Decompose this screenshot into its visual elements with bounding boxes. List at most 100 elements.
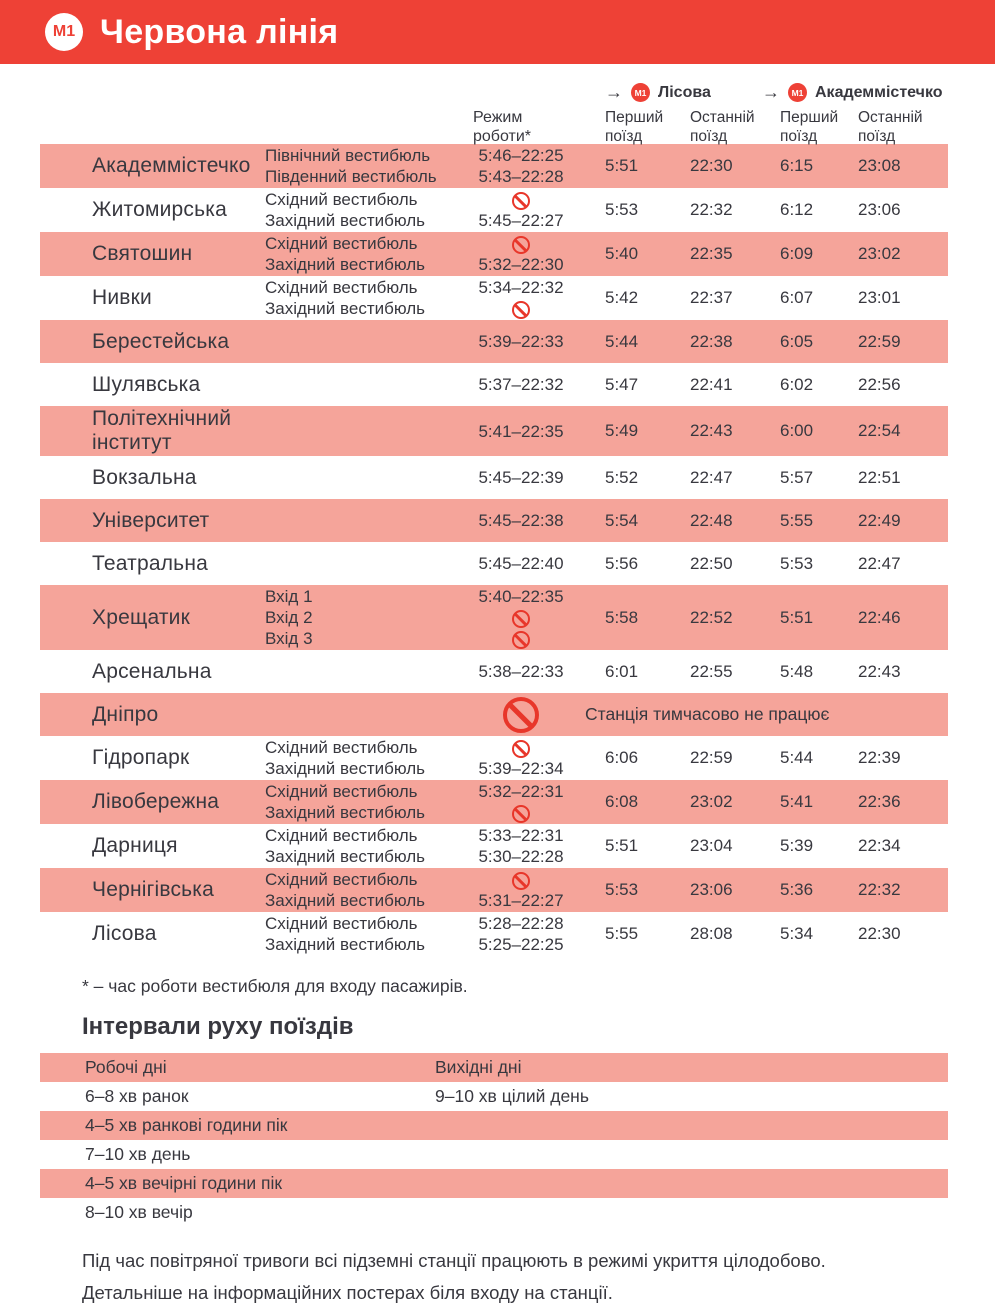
interval-right: Вихідні дні bbox=[435, 1057, 522, 1077]
entrance-hours bbox=[457, 298, 585, 319]
hours-list: 5:34–22:32 bbox=[457, 277, 585, 319]
hours-list: 5:45–22:38 bbox=[457, 510, 585, 531]
station-name: Лівобережна bbox=[92, 790, 220, 813]
line-m1-badge-icon: M1 bbox=[631, 83, 650, 102]
train-time: 22:41 bbox=[690, 374, 733, 394]
vestibule-label: Східний вестибюль bbox=[265, 782, 418, 801]
intervals-title: Інтервали руху поїздів bbox=[82, 1013, 354, 1040]
train-time: 22:54 bbox=[858, 421, 901, 440]
train-time: 22:59 bbox=[690, 748, 733, 767]
station-name: Нивки bbox=[92, 286, 152, 309]
train-time: 22:36 bbox=[858, 792, 901, 811]
station-name: Арсенальна bbox=[92, 659, 212, 683]
train-time: 22:32 bbox=[690, 200, 733, 219]
entrance-hours: 5:45–22:27 bbox=[478, 211, 564, 230]
hours-list: 5:45–22:27 bbox=[457, 189, 585, 231]
train-time: 5:48 bbox=[780, 661, 814, 681]
train-time: 6:06 bbox=[605, 748, 639, 767]
entrance-hours: 5:45–22:38 bbox=[478, 511, 564, 530]
train-time: 22:35 bbox=[690, 244, 733, 263]
stations-table-body: Академмістечко Північний вестибюль Південн… bbox=[40, 144, 948, 956]
train-time: 5:39 bbox=[780, 836, 814, 855]
train-time: 22:49 bbox=[858, 510, 901, 530]
train-time: 23:06 bbox=[690, 880, 733, 899]
train-time: 5:51 bbox=[780, 607, 814, 627]
vestibule-list: Північний вестибюль Південний вестибюль bbox=[265, 145, 457, 187]
line-header: M1 Червона лінія bbox=[0, 0, 995, 64]
interval-row: 8–10 хв вечір bbox=[40, 1198, 948, 1227]
vestibule-label: Північний вестибюль bbox=[265, 146, 431, 165]
train-time: 22:43 bbox=[690, 421, 733, 440]
table-row: Хрещатик Вхід 1 Вхід 2 Вхід 3 5:40–22:35 5:58… bbox=[40, 585, 948, 650]
train-time: 5:44 bbox=[605, 331, 639, 351]
entrance-hours: 5:46–22:25 bbox=[478, 146, 564, 165]
hours-list: 5:40–22:35 bbox=[457, 586, 585, 649]
no-entry-icon bbox=[512, 191, 530, 210]
hours-list: 5:32–22:30 bbox=[457, 233, 585, 275]
train-time: 22:48 bbox=[690, 510, 733, 530]
train-time: 22:52 bbox=[690, 607, 733, 627]
station-closed-text: Станція тимчасово не працює bbox=[585, 704, 830, 724]
vestibule-label bbox=[265, 510, 457, 531]
vestibule-label: Східний вестибюль bbox=[265, 234, 418, 253]
interval-left: 8–10 хв вечір bbox=[85, 1202, 193, 1222]
interval-right: 9–10 хв цілий день bbox=[435, 1086, 589, 1106]
hours-list: 5:32–22:31 bbox=[457, 781, 585, 823]
interval-left: Робочі дні bbox=[85, 1057, 167, 1077]
train-time: 6:15 bbox=[780, 156, 814, 175]
station-name: Берестейська bbox=[92, 329, 230, 353]
table-row: Вокзальна 5:45–22:39 5:52 22:47 5:57 22:51 bbox=[40, 456, 948, 499]
vestibule-label bbox=[265, 467, 457, 488]
train-time: 22:38 bbox=[690, 331, 733, 351]
train-time: 5:44 bbox=[780, 748, 814, 767]
vestibule-label: Східний вестибюль bbox=[265, 278, 418, 297]
entrance-hours: 5:45–22:40 bbox=[478, 554, 564, 573]
table-row: Академмістечко Північний вестибюль Південн… bbox=[40, 144, 948, 188]
timetable: → M1 Лісова → M1 Академмістечко Режим ро… bbox=[40, 82, 948, 956]
entrance-hours bbox=[457, 628, 585, 649]
no-entry-icon bbox=[512, 871, 530, 890]
station-name: Політехнічний інститут bbox=[92, 407, 232, 454]
no-entry-icon bbox=[512, 630, 530, 649]
vestibule-label: Західний вестибюль bbox=[265, 935, 425, 954]
no-entry-icon bbox=[512, 739, 530, 758]
train-time: 5:55 bbox=[780, 510, 814, 530]
entrance-hours: 5:32–22:30 bbox=[478, 255, 564, 274]
station-name: Дніпро bbox=[92, 702, 159, 726]
vestibule-list bbox=[265, 661, 457, 682]
station-name: Дарниця bbox=[92, 834, 178, 857]
line-m1-badge-icon: M1 bbox=[788, 83, 807, 102]
vestibule-label: Східний вестибюль bbox=[265, 190, 418, 209]
table-row: Дніпро Станція тимчасово не працює bbox=[40, 693, 948, 736]
station-name: Гідропарк bbox=[92, 746, 190, 769]
train-time: 6:09 bbox=[780, 244, 814, 263]
train-time: 23:08 bbox=[858, 156, 901, 175]
table-row: Театральна 5:45–22:40 5:56 22:50 5:53 22:47 bbox=[40, 542, 948, 585]
entrance-hours bbox=[457, 737, 585, 758]
train-time: 22:32 bbox=[858, 880, 901, 899]
direction-lisova-header: → M1 Лісова bbox=[605, 82, 711, 103]
train-time: 23:02 bbox=[690, 792, 733, 811]
vestibule-label bbox=[265, 421, 457, 442]
vestibule-label bbox=[265, 374, 457, 395]
hours-list: 5:45–22:39 bbox=[457, 467, 585, 488]
entrance-hours: 5:37–22:32 bbox=[478, 375, 564, 394]
entrance-hours: 5:33–22:31 bbox=[478, 826, 564, 845]
train-time: 22:43 bbox=[858, 661, 901, 681]
station-name: Театральна bbox=[92, 551, 208, 575]
interval-left: 4–5 хв ранкові години пік bbox=[85, 1115, 288, 1135]
train-time: 6:05 bbox=[780, 331, 814, 351]
entrance-hours: 5:31–22:27 bbox=[478, 891, 564, 910]
station-name: Шулявська bbox=[92, 372, 201, 396]
train-time: 22:37 bbox=[690, 288, 733, 307]
entrance-hours: 5:38–22:33 bbox=[478, 662, 564, 681]
table-row: Нивки Східний вестибюль Західний вестибюль… bbox=[40, 276, 948, 320]
train-time: 6:02 bbox=[780, 374, 814, 394]
entrance-hours: 5:25–22:25 bbox=[478, 935, 564, 954]
train-time: 5:53 bbox=[780, 553, 814, 573]
column-header-first-train: Перший поїзд bbox=[605, 109, 664, 145]
station-name: Університет bbox=[92, 508, 210, 532]
column-header-last-train: Останній поїзд bbox=[690, 109, 755, 145]
column-header-last-train: Останній поїзд bbox=[858, 109, 923, 145]
intervals-table: Робочі дні Вихідні дні 6–8 хв ранок 9–10 хв… bbox=[0, 1053, 995, 1227]
